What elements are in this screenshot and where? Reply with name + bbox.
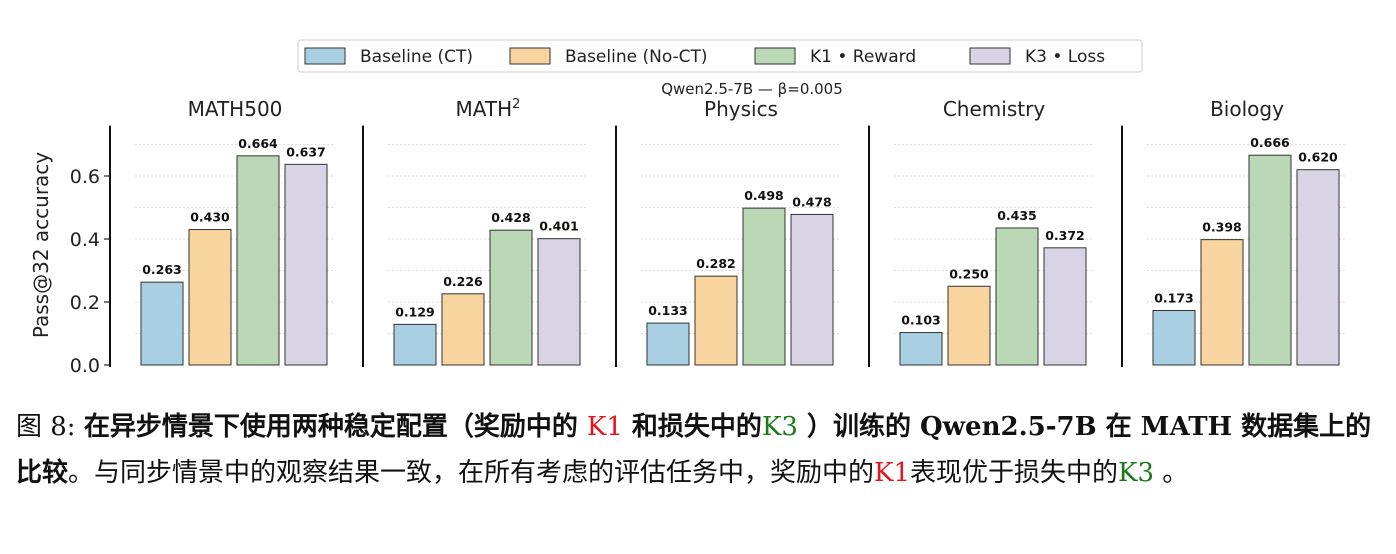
- bar-value-label: 0.435: [997, 208, 1037, 223]
- legend-swatch: [754, 47, 796, 65]
- legend-label: Baseline (CT): [360, 47, 473, 67]
- bar-value-label: 0.620: [1298, 150, 1338, 165]
- caption-bold-2: 和损失中的: [622, 412, 762, 442]
- bar: [537, 238, 581, 366]
- bar-value-label: 0.666: [1250, 135, 1290, 150]
- bar-value-label: 0.103: [901, 313, 941, 328]
- bar-value-label: 0.129: [395, 304, 435, 319]
- caption-k1: K1: [586, 412, 623, 442]
- bar: [393, 323, 437, 366]
- y-tick-label: 0.0: [70, 355, 100, 377]
- panel-title: Biology: [1210, 97, 1284, 121]
- figure-caption: 图 8: 在异步情景下使用两种稳定配置（奖励中的 K1 和损失中的K3 ）训练的…: [16, 404, 1386, 496]
- bar: [1152, 310, 1196, 366]
- bar: [284, 163, 328, 366]
- y-tick-label: 0.2: [70, 292, 100, 314]
- chart-title: Qwen2.5-7B — β=0.005: [661, 80, 843, 98]
- bar-value-label: 0.173: [1154, 291, 1194, 306]
- bar: [995, 227, 1039, 366]
- panel-title: Physics: [704, 97, 778, 121]
- panel-title-sup: 2: [512, 97, 520, 112]
- bar: [140, 281, 184, 366]
- y-tick-label: 0.6: [70, 166, 100, 188]
- caption-k3: K3: [761, 412, 798, 442]
- y-axis-label: Pass@32 accuracy: [29, 152, 53, 338]
- bar: [899, 332, 943, 366]
- legend-label: Baseline (No-CT): [565, 47, 708, 67]
- caption-k3-b: K3: [1118, 458, 1154, 488]
- bar: [489, 229, 533, 366]
- bar-value-label: 0.664: [238, 136, 278, 151]
- bar: [742, 207, 786, 366]
- bar: [1200, 239, 1244, 366]
- panel-title: MATH500: [188, 97, 283, 121]
- panel-title: Chemistry: [943, 97, 1045, 121]
- bar-value-label: 0.401: [539, 219, 579, 234]
- y-tick-label: 0.4: [70, 229, 100, 251]
- legend-swatch: [304, 47, 346, 65]
- caption-bold-1: 在异步情景下使用两种稳定配置（奖励中的: [83, 412, 587, 442]
- bar: [1296, 169, 1340, 366]
- legend-swatch: [509, 47, 551, 65]
- bar: [947, 285, 991, 366]
- legend-label: K3 • Loss: [1025, 47, 1105, 67]
- bar-value-label: 0.428: [491, 210, 531, 225]
- bar-value-label: 0.498: [744, 188, 784, 203]
- bar: [441, 293, 485, 366]
- bar: [188, 229, 232, 366]
- legend-label: K1 • Reward: [810, 47, 916, 67]
- caption-text-1: 。与同步情景中的观察结果一致，在所有考虑的评估任务中，奖励中的: [68, 458, 875, 488]
- bar-value-label: 0.637: [286, 144, 326, 159]
- bar-chart: Baseline (CT) Baseline (No-CT) K1 • Reward…: [29, 39, 1347, 377]
- bar-value-label: 0.250: [949, 266, 989, 281]
- bar: [236, 155, 280, 366]
- caption-bold-3: ）训练的 Qwen2.5-7B 在 MATH 数据集上的比较: [16, 412, 1372, 488]
- bar: [1043, 247, 1087, 366]
- caption-k1-b: K1: [874, 458, 910, 488]
- bar: [1248, 154, 1292, 366]
- bar: [790, 213, 834, 366]
- caption-fig-label: 图 8:: [16, 412, 84, 442]
- bar-value-label: 0.282: [696, 256, 736, 271]
- bar-value-label: 0.430: [190, 210, 230, 225]
- legend-box: [297, 39, 1143, 73]
- bar-value-label: 0.478: [792, 194, 832, 209]
- caption-text-2: 表现优于损失中的: [910, 458, 1119, 488]
- legend-swatch: [969, 47, 1011, 65]
- bar: [694, 275, 738, 366]
- caption-text-3: 。: [1153, 458, 1189, 488]
- bar-value-label: 0.263: [142, 262, 182, 277]
- bar-value-label: 0.372: [1045, 228, 1085, 243]
- bar: [646, 322, 690, 366]
- bar-value-label: 0.398: [1202, 220, 1242, 235]
- bar-value-label: 0.133: [648, 303, 688, 318]
- bar-value-label: 0.226: [443, 274, 483, 289]
- panel-title: MATH2: [456, 97, 521, 121]
